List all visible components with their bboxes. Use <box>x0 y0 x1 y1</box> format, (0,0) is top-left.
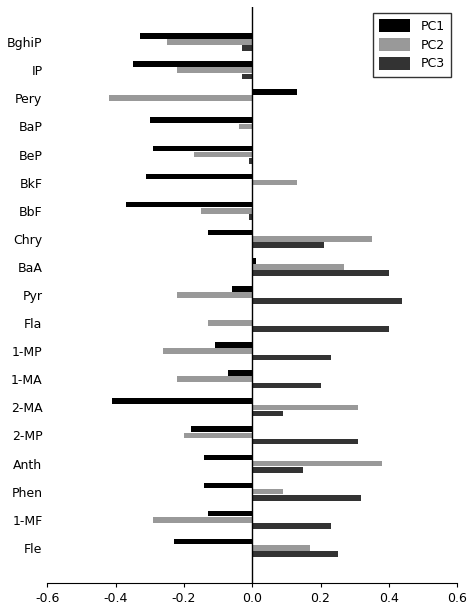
Bar <box>249 158 252 163</box>
Bar <box>184 433 252 438</box>
Bar <box>252 405 358 410</box>
Bar <box>252 382 320 388</box>
Bar <box>146 174 252 179</box>
Bar <box>252 264 345 270</box>
Bar <box>177 376 252 382</box>
Bar <box>153 146 252 151</box>
Bar <box>242 45 252 51</box>
Bar <box>164 348 252 354</box>
Bar <box>112 398 252 404</box>
Bar <box>126 202 252 207</box>
Bar <box>177 67 252 73</box>
Bar <box>252 551 337 557</box>
Bar <box>252 326 389 332</box>
Bar <box>252 523 331 529</box>
Bar <box>208 510 252 517</box>
Bar <box>215 342 252 348</box>
Bar <box>208 320 252 326</box>
Bar <box>252 467 303 472</box>
Bar <box>139 33 252 39</box>
Bar <box>252 411 283 416</box>
Bar <box>252 354 331 360</box>
Bar <box>252 461 382 466</box>
Bar <box>252 271 389 276</box>
Bar <box>167 39 252 45</box>
Bar <box>173 539 252 545</box>
Bar <box>204 483 252 488</box>
Bar <box>150 118 252 123</box>
Bar <box>191 427 252 432</box>
Bar <box>252 258 255 264</box>
Bar <box>194 152 252 157</box>
Bar <box>228 370 252 376</box>
Bar <box>252 242 324 248</box>
Bar <box>252 489 283 494</box>
Bar <box>252 298 402 304</box>
Bar <box>238 124 252 129</box>
Bar <box>252 545 310 551</box>
Bar <box>133 61 252 67</box>
Bar <box>249 214 252 220</box>
Bar <box>204 455 252 460</box>
Bar <box>201 208 252 214</box>
Bar <box>252 495 362 501</box>
Bar <box>208 230 252 236</box>
Bar <box>232 286 252 292</box>
Bar <box>252 236 372 242</box>
Bar <box>242 73 252 80</box>
Bar <box>252 89 297 95</box>
Bar <box>109 95 252 101</box>
Bar <box>252 439 358 444</box>
Bar <box>177 292 252 298</box>
Bar <box>252 180 297 185</box>
Legend: PC1, PC2, PC3: PC1, PC2, PC3 <box>373 13 451 76</box>
Bar <box>153 517 252 523</box>
